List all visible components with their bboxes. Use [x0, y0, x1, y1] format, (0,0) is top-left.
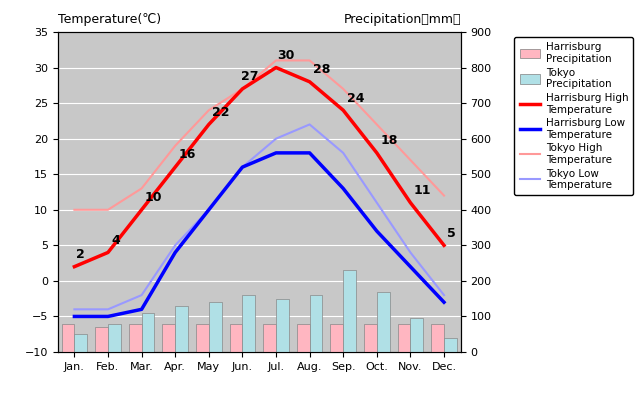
Bar: [74, 334, 87, 352]
Bar: [230, 324, 243, 352]
Bar: [364, 324, 377, 352]
Bar: [129, 324, 141, 352]
Text: Precipitation（mm）: Precipitation（mm）: [343, 13, 461, 26]
Text: Temperature(℃): Temperature(℃): [58, 13, 161, 26]
Text: 11: 11: [413, 184, 431, 197]
Text: 22: 22: [212, 106, 230, 119]
Bar: [276, 299, 289, 352]
Text: 18: 18: [380, 134, 397, 147]
Bar: [196, 324, 209, 352]
Bar: [297, 324, 310, 352]
Bar: [243, 295, 255, 352]
Text: 10: 10: [145, 191, 163, 204]
Text: 2: 2: [76, 248, 85, 261]
Bar: [141, 313, 154, 352]
Text: 4: 4: [111, 234, 120, 247]
Text: 27: 27: [241, 70, 258, 83]
Bar: [377, 292, 390, 352]
Bar: [397, 324, 410, 352]
Bar: [108, 324, 121, 352]
Text: 28: 28: [313, 63, 330, 76]
Legend: Harrisburg
Precipitation, Tokyo
Precipitation, Harrisburg High
Temperature, Harr: Harrisburg Precipitation, Tokyo Precipit…: [515, 37, 634, 196]
Text: 16: 16: [179, 148, 196, 162]
Bar: [95, 327, 108, 352]
Bar: [343, 270, 356, 352]
Bar: [330, 324, 343, 352]
Bar: [163, 324, 175, 352]
Bar: [444, 338, 457, 352]
Bar: [310, 295, 323, 352]
Bar: [61, 324, 74, 352]
Bar: [263, 324, 276, 352]
Bar: [431, 324, 444, 352]
Bar: [209, 302, 221, 352]
Text: 5: 5: [447, 227, 456, 240]
Text: 24: 24: [347, 92, 364, 104]
Bar: [410, 318, 423, 352]
Text: 30: 30: [278, 49, 295, 62]
Bar: [175, 306, 188, 352]
